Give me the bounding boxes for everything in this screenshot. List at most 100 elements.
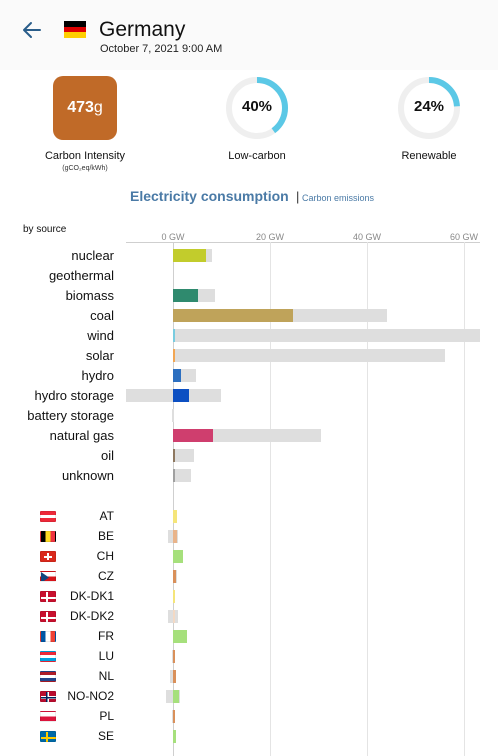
source-nuclear-value-bar[interactable] — [173, 249, 206, 262]
tab-electricity-consumption[interactable]: Electricity consumption — [130, 188, 289, 204]
flag-nl-icon — [40, 671, 56, 682]
grid-line — [270, 242, 271, 756]
source-label-oil: oil — [100, 448, 114, 463]
source-oil-value-bar[interactable] — [173, 449, 176, 462]
chart-tabs: Electricity consumption | Carbon emissio… — [0, 187, 498, 207]
exchange-label-dk-dk1: DK-DK1 — [69, 589, 114, 603]
carbon-intensity-label: Carbon Intensity — [44, 150, 126, 162]
source-label-wind: wind — [87, 328, 114, 343]
source-solar-value-bar[interactable] — [173, 349, 175, 362]
flag-pl-icon — [40, 711, 56, 722]
source-hydro-value-bar[interactable] — [173, 369, 182, 382]
source-label-geothermal: geothermal — [48, 268, 114, 283]
tab-carbon-emissions[interactable]: Carbon emissions — [302, 193, 375, 203]
header: Germany October 7, 2021 9:00 AM — [0, 0, 498, 70]
exchange-label-fr: FR — [98, 629, 114, 643]
exchange-be-value-bar[interactable] — [173, 530, 177, 543]
by-source-label: by source — [23, 224, 67, 235]
exchange-dk-dk2-value-bar[interactable] — [173, 610, 175, 623]
exchange-label-be: BE — [97, 529, 114, 543]
exchange-ch-value-bar[interactable] — [173, 550, 183, 563]
exchange-pl-capacity-bar — [171, 710, 175, 723]
source-unknown-capacity-bar — [173, 469, 191, 482]
source-natural-gas-value-bar[interactable] — [173, 429, 214, 442]
grid-line — [464, 242, 465, 756]
exchange-label-pl: PL — [99, 709, 114, 723]
source-label-battery-storage: battery storage — [27, 408, 114, 423]
source-label-hydro: hydro — [81, 368, 114, 383]
exchange-nl-capacity-bar — [170, 670, 176, 683]
source-battery-storage-capacity-bar — [172, 409, 175, 422]
source-oil-capacity-bar — [173, 449, 195, 462]
flag-se-icon — [40, 731, 56, 742]
low-carbon-gauge[interactable]: 40% — [225, 76, 289, 140]
exchange-pl-value-bar[interactable] — [173, 710, 175, 723]
source-label-hydro-storage: hydro storage — [34, 388, 115, 403]
exchange-label-lu: LU — [98, 649, 114, 663]
flag-dk-dk1-icon — [40, 591, 56, 602]
source-wind-value-bar[interactable] — [173, 329, 175, 342]
source-label-solar: solar — [85, 348, 114, 363]
source-wind-capacity-bar — [173, 329, 480, 342]
source-unknown-value-bar[interactable] — [173, 469, 175, 482]
source-coal-value-bar[interactable] — [173, 309, 293, 322]
flag-dk-dk2-icon — [40, 611, 56, 622]
flag-ch-icon — [40, 551, 56, 562]
exchange-nl-value-bar[interactable] — [173, 670, 176, 683]
flag-lu-icon — [40, 651, 56, 662]
flag-at-icon — [40, 511, 56, 522]
flag-cz-icon — [40, 571, 56, 582]
exchange-at-value-bar[interactable] — [173, 510, 177, 523]
exchange-label-se: SE — [97, 729, 114, 743]
exchange-label-ch: CH — [96, 549, 114, 563]
x-axis-tick-label: 0 GW — [161, 232, 185, 242]
flag-be-icon — [40, 531, 56, 542]
source-biomass-value-bar[interactable] — [173, 289, 199, 302]
source-label-unknown: unknown — [61, 468, 114, 483]
source-label-coal: coal — [90, 308, 114, 323]
country-name: Germany — [99, 18, 186, 41]
carbon-intensity-unit: g — [93, 99, 103, 116]
low-carbon-value: 40% — [241, 98, 273, 115]
source-hydro-storage-value-bar[interactable] — [173, 389, 189, 402]
carbon-intensity-unit-label: (gCO₂eq/kWh) — [62, 165, 108, 172]
exchange-be-capacity-bar — [168, 530, 178, 543]
exchange-label-cz: CZ — [98, 569, 114, 583]
flag-no-no2-icon — [40, 691, 56, 702]
source-label-nuclear: nuclear — [71, 248, 114, 263]
renewable-value: 24% — [413, 98, 445, 115]
carbon-intensity-value: 473 — [67, 99, 94, 116]
timestamp: October 7, 2021 9:00 AM — [100, 43, 223, 55]
source-label-natural-gas: natural gas — [49, 428, 114, 443]
x-axis-tick-label: 60 GW — [449, 232, 479, 242]
flag-fr-icon — [40, 631, 56, 642]
exchange-label-nl: NL — [98, 669, 114, 683]
carbon-intensity-badge[interactable]: 473 g — [53, 76, 117, 140]
exchange-label-dk-dk2: DK-DK2 — [69, 609, 114, 623]
renewable-gauge[interactable]: 24% — [397, 76, 461, 140]
renewable-label: Renewable — [401, 150, 457, 162]
exchange-label-at: AT — [99, 509, 114, 523]
exchange-cz-value-bar[interactable] — [173, 570, 177, 583]
exchange-fr-value-bar[interactable] — [173, 630, 187, 643]
x-axis-tick-label: 40 GW — [352, 232, 382, 242]
x-axis-tick-label: 20 GW — [255, 232, 285, 242]
tab-separator: | — [296, 189, 300, 204]
low-carbon-gauge-ring — [226, 77, 288, 139]
back-arrow-icon[interactable] — [20, 18, 44, 42]
germany-flag-icon — [64, 21, 86, 38]
renewable-gauge-ring — [398, 77, 460, 139]
exchange-lu-value-bar[interactable] — [173, 650, 175, 663]
low-carbon-label: Low-carbon — [228, 150, 286, 162]
exchange-dk-dk2-capacity-bar — [167, 610, 179, 623]
source-solar-capacity-bar — [173, 349, 446, 362]
exchange-se-value-bar[interactable] — [173, 730, 176, 743]
exchange-lu-capacity-bar — [171, 650, 175, 663]
source-label-biomass: biomass — [65, 288, 114, 303]
exchange-dk-dk1-value-bar[interactable] — [173, 590, 175, 603]
zero-line — [173, 242, 174, 756]
grid-line — [367, 242, 368, 756]
x-axis-line — [126, 242, 480, 243]
exchange-no-no2-value-bar[interactable] — [173, 690, 180, 703]
exchange-label-no-no2: NO-NO2 — [67, 689, 114, 703]
